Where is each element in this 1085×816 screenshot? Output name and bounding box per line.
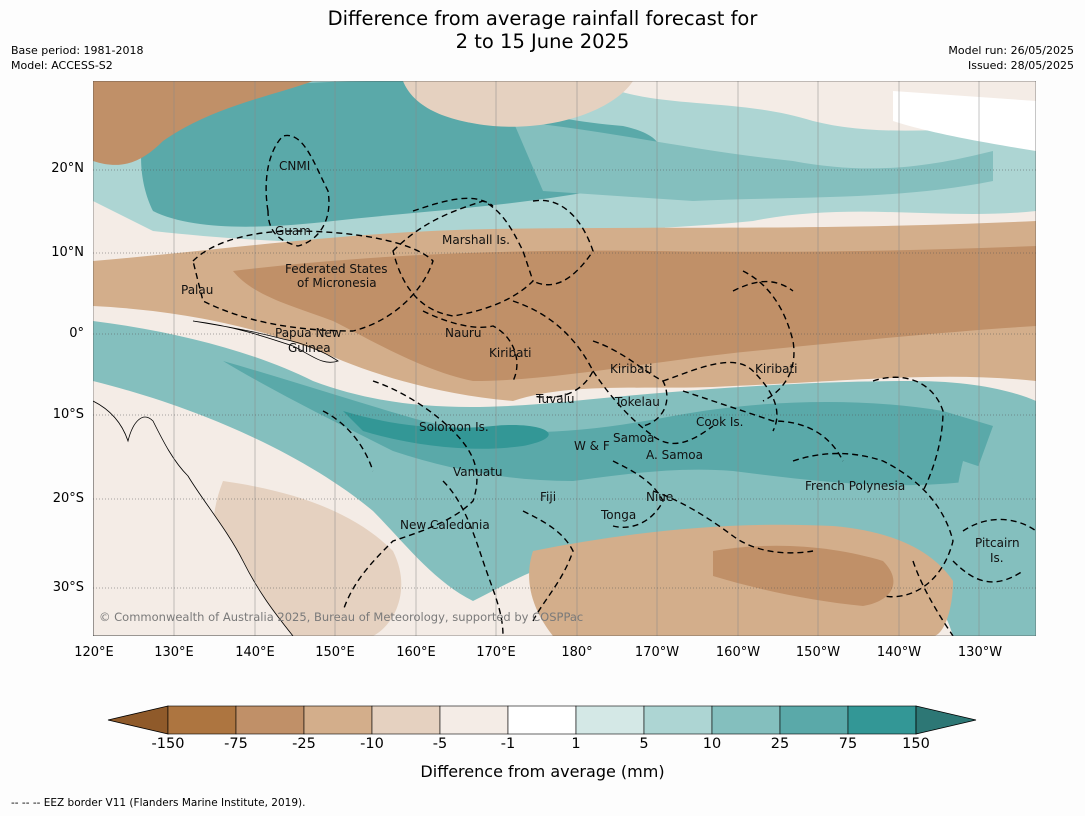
colorbar-title: Difference from average (mm) <box>420 762 665 781</box>
colorbar-tick-label: 25 <box>770 736 790 752</box>
xtick-130w: 130°W <box>957 645 1003 660</box>
ytick-10s: 10°S <box>52 407 84 422</box>
label-tuvalu: Tuvalu <box>535 392 575 406</box>
ytick-0: 0° <box>69 326 84 341</box>
xtick-160e: 160°E <box>396 645 436 660</box>
colorbar-cell <box>371 705 441 735</box>
south-teal-inner <box>223 361 993 486</box>
colorbar-tick-label: -10 <box>360 736 384 752</box>
colorbar-extend-low <box>107 705 169 735</box>
xtick-160w: 160°W <box>715 645 761 660</box>
eez-footnote: -- -- -- EEZ border V11 (Flanders Marine… <box>11 797 306 809</box>
label-png-1: Papua New <box>275 326 342 340</box>
colorbar-tick-label: -25 <box>292 736 316 752</box>
model-name: Model: ACCESS-S2 <box>11 59 113 72</box>
xtick-150e: 150°E <box>315 645 355 660</box>
colorbar-cells <box>107 705 977 735</box>
label-new-caledonia: New Caledonia <box>400 518 490 532</box>
se-teal <box>953 461 1036 636</box>
xtick-120e: 120°E <box>74 645 114 660</box>
label-cnmi: CNMI <box>279 159 310 173</box>
nw-brown <box>93 81 313 165</box>
gridlines <box>173 81 980 636</box>
issued-date: Issued: 28/05/2025 <box>967 59 1074 72</box>
label-fiji: Fiji <box>540 490 556 504</box>
south-brown-core <box>713 545 894 606</box>
title-line-1: Difference from average rainfall forecas… <box>327 7 758 30</box>
colorbar-cell <box>711 705 781 735</box>
label-cook-islands: Cook Is. <box>696 415 743 429</box>
model-run: Model run: 26/05/2025 <box>948 44 1074 57</box>
ne-brown <box>403 81 633 127</box>
colorbar-cell <box>167 705 237 735</box>
ytick-20s: 20°S <box>52 491 84 506</box>
colorbar-tick-label: 5 <box>639 736 649 752</box>
rainfall-map: CNMI Guam Marshall Is. Federated States … <box>93 81 1036 636</box>
colorbar-cell <box>575 705 645 735</box>
colorbar-extend-high <box>915 705 977 735</box>
label-niue: Niue <box>646 490 673 504</box>
ytick-30s: 30°S <box>52 580 84 595</box>
label-fsm-1: Federated States <box>285 262 387 276</box>
chart-title: Difference from average rainfall forecas… <box>0 7 1085 53</box>
north-teal-inner <box>513 121 993 201</box>
xtick-150w: 150°W <box>795 645 841 660</box>
label-solomon: Solomon Is. <box>419 420 489 434</box>
label-kiribati-central: Kiribati <box>610 362 652 376</box>
label-french-polynesia: French Polynesia <box>805 479 905 493</box>
meta-right: Model run: 26/05/2025 Issued: 28/05/2025 <box>948 43 1074 73</box>
label-palau: Palau <box>181 283 213 297</box>
label-tonga: Tonga <box>600 508 636 522</box>
colorbar-tick-label: -150 <box>151 736 185 752</box>
label-tokelau: Tokelau <box>614 395 660 409</box>
label-guam: Guam <box>275 224 311 238</box>
label-nauru: Nauru <box>445 326 481 340</box>
copyright-text: © Commonwealth of Australia 2025, Bureau… <box>99 610 583 624</box>
colorbar-tick-label: 10 <box>702 736 722 752</box>
label-vanuatu: Vanuatu <box>453 465 503 479</box>
label-wallis-futuna: W & F <box>574 439 610 453</box>
place-labels: CNMI Guam Marshall Is. Federated States … <box>181 159 1020 565</box>
colorbar-cell <box>847 705 917 735</box>
colorbar-tick-label: -1 <box>500 736 516 752</box>
ne-white <box>893 91 1036 151</box>
label-marshall: Marshall Is. <box>442 233 510 247</box>
meta-left: Base period: 1981-2018 Model: ACCESS-S2 <box>11 43 143 73</box>
label-pitcairn-1: Pitcairn <box>975 536 1020 550</box>
eez-borders <box>192 134 1036 636</box>
label-samoa: Samoa <box>613 431 654 445</box>
colorbar-tick-label: 150 <box>902 736 930 752</box>
xtick-140e: 140°E <box>235 645 275 660</box>
label-kiribati-west: Kiribati <box>489 346 531 360</box>
colorbar-tick-label: -5 <box>432 736 448 752</box>
ytick-10n: 10°N <box>51 245 84 260</box>
colorbar-cell <box>643 705 713 735</box>
xtick-180: 180° <box>561 645 593 660</box>
xtick-170w: 170°W <box>634 645 680 660</box>
colorbar-cell <box>303 705 373 735</box>
south-teal-core <box>343 411 549 449</box>
colorbar-cell <box>779 705 849 735</box>
xtick-130e: 130°E <box>154 645 194 660</box>
colorbar-cell <box>507 705 577 735</box>
label-pitcairn-2: Is. <box>990 551 1004 565</box>
lat-gridlines <box>93 169 1036 589</box>
colorbar-cell <box>235 705 305 735</box>
label-american-samoa: A. Samoa <box>646 448 703 462</box>
label-png-2: Guinea <box>288 341 331 355</box>
label-fsm-2: of Micronesia <box>297 276 377 290</box>
colorbar-cell <box>439 705 509 735</box>
title-line-2: 2 to 15 June 2025 <box>455 30 630 53</box>
colorbar-tick-label: 1 <box>571 736 581 752</box>
colorbar-tick-label: -75 <box>224 736 248 752</box>
xtick-170e: 170°E <box>476 645 516 660</box>
ytick-20n: 20°N <box>51 161 84 176</box>
label-kiribati-east: Kiribati <box>755 362 797 376</box>
xtick-140w: 140°W <box>876 645 922 660</box>
colorbar-tick-label: 75 <box>838 736 858 752</box>
base-period: Base period: 1981-2018 <box>11 44 144 57</box>
equ-brown-inner <box>233 246 1036 381</box>
